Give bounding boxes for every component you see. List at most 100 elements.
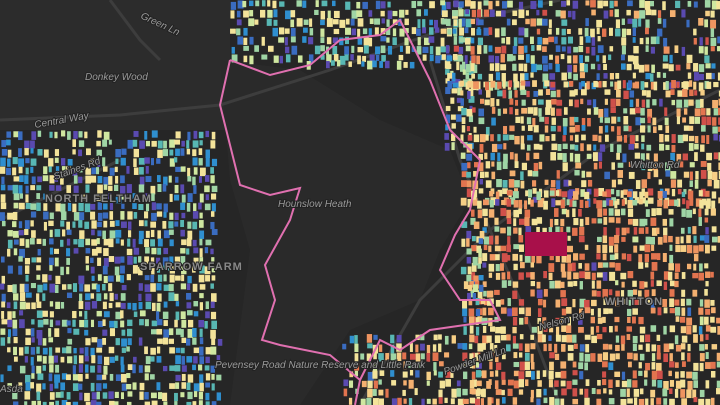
building	[527, 189, 533, 198]
building	[502, 80, 506, 89]
building	[656, 72, 661, 78]
building	[24, 391, 31, 400]
building	[513, 361, 520, 368]
building	[514, 161, 519, 168]
building	[108, 238, 114, 248]
building	[91, 392, 98, 400]
building	[513, 73, 518, 83]
building	[417, 19, 421, 29]
building	[561, 208, 568, 215]
building	[579, 344, 585, 352]
building	[85, 184, 90, 193]
building	[97, 202, 103, 210]
building	[55, 203, 61, 212]
building	[560, 398, 565, 405]
building	[496, 179, 502, 188]
building	[677, 161, 684, 168]
building	[102, 301, 107, 310]
building	[478, 248, 482, 258]
building	[356, 10, 363, 17]
building	[471, 73, 475, 79]
building	[471, 262, 477, 272]
building	[596, 272, 603, 278]
building	[651, 362, 656, 370]
building	[362, 28, 368, 35]
building	[629, 99, 634, 107]
building	[363, 45, 369, 54]
building	[145, 247, 150, 254]
building	[567, 36, 573, 44]
building	[180, 148, 185, 156]
building	[444, 397, 448, 404]
building	[686, 19, 690, 28]
building	[43, 221, 47, 231]
building	[663, 281, 668, 290]
building	[96, 284, 100, 293]
building	[399, 45, 403, 52]
building	[549, 254, 554, 261]
building	[501, 199, 505, 206]
building	[609, 27, 613, 36]
building	[230, 28, 236, 34]
building	[465, 45, 471, 52]
building	[378, 353, 384, 362]
building	[37, 284, 43, 293]
building	[1, 176, 5, 185]
building	[48, 328, 52, 337]
building	[524, 63, 528, 72]
building	[30, 220, 34, 227]
building	[120, 356, 124, 366]
building	[501, 272, 506, 280]
building	[693, 1, 698, 8]
building	[126, 373, 131, 379]
building	[61, 347, 68, 354]
building	[396, 60, 402, 70]
building	[97, 230, 102, 237]
building	[519, 82, 525, 91]
building	[150, 392, 157, 399]
building	[157, 238, 163, 247]
building	[457, 106, 464, 112]
building	[495, 353, 499, 363]
building	[466, 180, 472, 188]
building	[585, 217, 590, 226]
building	[261, 36, 265, 46]
building	[545, 89, 551, 96]
building	[669, 308, 675, 314]
building	[474, 352, 479, 361]
building	[657, 199, 663, 207]
building	[537, 37, 542, 45]
building	[692, 208, 696, 215]
building	[687, 343, 691, 352]
building	[156, 356, 162, 363]
building	[579, 281, 583, 290]
building	[416, 46, 422, 55]
building	[175, 166, 181, 172]
building	[620, 190, 624, 198]
building	[345, 27, 351, 35]
building	[25, 185, 29, 194]
building	[682, 89, 688, 97]
building	[465, 72, 470, 80]
building	[476, 362, 482, 369]
building	[645, 334, 651, 343]
building	[507, 271, 511, 280]
place-label: Asda	[0, 384, 23, 395]
building	[369, 54, 375, 62]
building	[103, 203, 108, 210]
building	[476, 380, 482, 387]
building	[497, 134, 501, 142]
building	[473, 171, 477, 177]
building	[272, 0, 277, 9]
building	[698, 244, 704, 252]
building	[641, 99, 646, 108]
building	[629, 90, 635, 98]
building	[366, 353, 372, 361]
building	[657, 28, 663, 37]
building	[18, 230, 24, 236]
building	[163, 265, 170, 271]
building	[640, 108, 645, 116]
building	[597, 308, 601, 317]
building	[79, 230, 85, 239]
building	[151, 212, 157, 221]
